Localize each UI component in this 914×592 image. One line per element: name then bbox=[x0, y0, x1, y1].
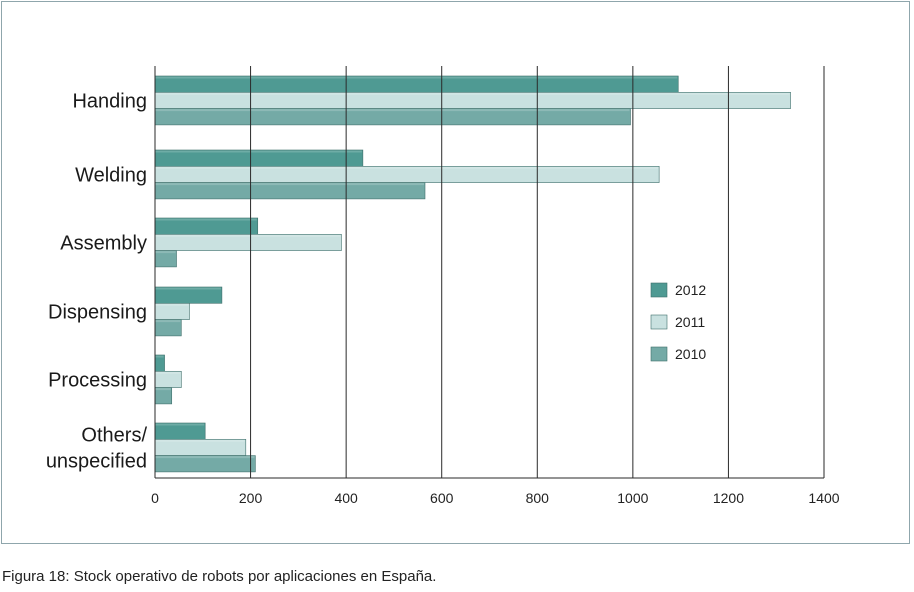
legend-label-2012: 2012 bbox=[675, 282, 706, 298]
bar-highlight-2011-4 bbox=[155, 371, 181, 374]
category-label-4: Processing bbox=[48, 369, 147, 391]
x-tick-label-800: 800 bbox=[526, 490, 550, 506]
bar-highlight-2011-2 bbox=[155, 234, 341, 237]
bar-highlight-2011-1 bbox=[155, 166, 659, 169]
category-label-5-1: unspecified bbox=[46, 450, 147, 472]
bar-highlight-2011-0 bbox=[155, 92, 790, 95]
bar-highlight-2010-1 bbox=[155, 183, 424, 186]
legend-label-2010: 2010 bbox=[675, 346, 706, 362]
category-label-1: Welding bbox=[75, 164, 147, 186]
bar-highlight-2010-5 bbox=[155, 456, 255, 459]
bar-highlight-2010-4 bbox=[155, 388, 171, 391]
bar-highlight-2010-0 bbox=[155, 109, 630, 112]
bar-highlight-2010-2 bbox=[155, 251, 176, 254]
bar-highlight-2010-3 bbox=[155, 320, 181, 323]
x-tick-label-1000: 1000 bbox=[617, 490, 648, 506]
category-label-0: Handing bbox=[72, 90, 147, 112]
legend-swatch-2012 bbox=[650, 282, 668, 298]
bar-highlight-2012-3 bbox=[155, 287, 221, 290]
bar-highlight-2012-2 bbox=[155, 218, 257, 221]
legend-label-2011: 2011 bbox=[675, 314, 705, 330]
figure-caption: Figura 18: Stock operativo de robots por… bbox=[2, 568, 437, 585]
x-tick-label-1400: 1400 bbox=[808, 490, 839, 506]
legend-swatch-2010 bbox=[650, 346, 668, 362]
legend-swatch-2011 bbox=[650, 314, 668, 330]
category-label-2: Assembly bbox=[60, 232, 147, 254]
chart-frame: 0 200 400 600 800 1000 1200 1400 Handing Welding A… bbox=[1, 1, 910, 544]
bar-highlight-2012-0 bbox=[155, 76, 678, 79]
bar-highlight-2011-5 bbox=[155, 439, 245, 442]
x-tick-label-1200: 1200 bbox=[713, 490, 744, 506]
category-label-3: Dispensing bbox=[48, 301, 147, 323]
bar-highlight-2012-1 bbox=[155, 150, 362, 153]
category-label-5-0: Others/ bbox=[81, 424, 147, 446]
bar-highlight-2011-3 bbox=[155, 303, 189, 306]
x-tick-label-400: 400 bbox=[334, 490, 358, 506]
bar-highlight-2012-4 bbox=[155, 355, 164, 358]
x-tick-label-600: 600 bbox=[430, 490, 454, 506]
bar-chart: 0 200 400 600 800 1000 1200 1400 Handing Welding A… bbox=[46, 66, 840, 506]
x-tick-label-200: 200 bbox=[239, 490, 263, 506]
x-tick-label-0: 0 bbox=[151, 490, 159, 506]
bar-highlight-2012-5 bbox=[155, 423, 205, 426]
